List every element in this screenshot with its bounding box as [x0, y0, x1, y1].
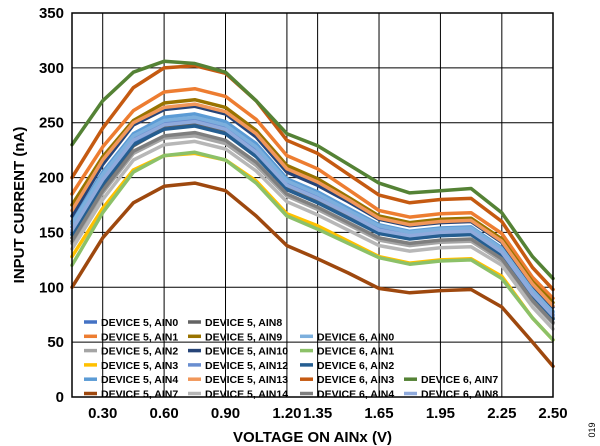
legend-label: DEVICE 5, AIN4: [101, 374, 178, 386]
y-tick-label: 100: [39, 279, 64, 296]
legend-label: DEVICE 6, AIN2: [317, 360, 394, 372]
legend-label: DEVICE 5, AIN9: [205, 331, 282, 343]
x-tick-label: 1.20: [272, 405, 301, 422]
legend-label: DEVICE 5, AIN3: [101, 360, 178, 372]
series-line: [70, 134, 555, 326]
legend-label: DEVICE 6, AIN7: [421, 374, 498, 386]
x-tick-label: 0.60: [150, 405, 179, 422]
legend-label: DEVICE 5, AIN2: [101, 346, 178, 358]
series-line: [70, 86, 555, 301]
legend-label: DEVICE 6, AIN8: [421, 389, 498, 401]
legend-label: DEVICE 5, AIN1: [101, 331, 178, 343]
series-line: [70, 115, 555, 315]
y-tick-label: 200: [39, 170, 64, 187]
y-tick-label: 0: [56, 389, 64, 406]
figure-id: 019: [587, 422, 597, 437]
legend-label: DEVICE 5, AIN13: [205, 374, 288, 386]
y-tick-label: 250: [39, 115, 64, 132]
plot-frame: [71, 12, 554, 398]
series-line: [70, 150, 555, 342]
x-tick-label: 1.35: [303, 405, 332, 422]
y-tick-label: 350: [39, 5, 64, 22]
legend-label: DEVICE 5, AIN12: [205, 360, 288, 372]
legend-label: DEVICE 6, AIN4: [317, 389, 394, 401]
series-line: [70, 130, 555, 325]
x-tick-label: 1.65: [364, 405, 393, 422]
x-tick-label: 0.30: [88, 405, 117, 422]
series-line: [70, 59, 555, 281]
x-tick-label: 1.95: [426, 405, 455, 422]
series-line: [70, 102, 555, 308]
series-line: [70, 139, 555, 331]
y-tick-label: 50: [47, 334, 64, 351]
y-axis-title: INPUT CURRENT (nA): [11, 127, 28, 284]
legend-label: DEVICE 5, AIN10: [205, 346, 288, 358]
legend-label: DEVICE 5, AIN8: [205, 317, 282, 329]
series-line: [70, 119, 555, 318]
series-line: [70, 63, 555, 292]
legend-label: DEVICE 5, AIN14: [205, 389, 288, 401]
y-tick-label: 150: [39, 224, 64, 241]
x-tick-label: 2.50: [538, 405, 567, 422]
y-tick-label: 300: [39, 60, 64, 77]
legend-label: DEVICE 5, AIN7: [101, 389, 178, 401]
series-lines: [70, 59, 555, 369]
x-tick-label: 2.25: [487, 405, 516, 422]
legend-label: DEVICE 6, AIN1: [317, 346, 394, 358]
legend-label: DEVICE 6, AIN0: [317, 331, 394, 343]
series-line: [70, 97, 555, 305]
series-line: [70, 124, 555, 321]
x-tick-label: 0.90: [211, 405, 240, 422]
x-axis-title: VOLTAGE ON AINx (V): [233, 429, 392, 446]
series-line: [70, 181, 555, 369]
legend-label: DEVICE 6, AIN3: [317, 374, 394, 386]
tick-labels: 0 50 100 150 200 250 300 350 0.30 0.60 0.90 1.20 1.3…: [39, 5, 568, 422]
legend: DEVICE 5, AIN0 DEVICE 5, AIN1 DEVICE 5, AI…: [84, 317, 498, 401]
legend-label: DEVICE 5, AIN0: [101, 317, 178, 329]
